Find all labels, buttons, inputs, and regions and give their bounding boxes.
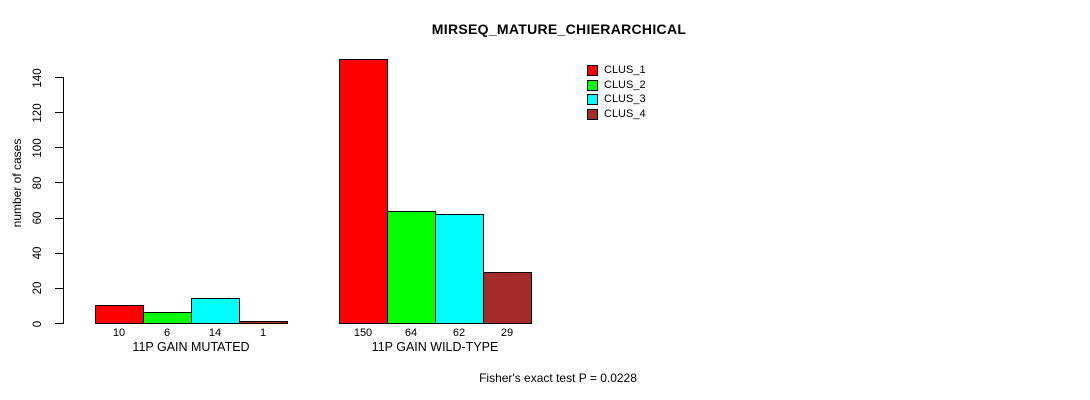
bar-clus_1-mutated — [95, 305, 144, 324]
y-axis-tick-label: 80 — [32, 176, 44, 190]
bar-clus_3-mutated — [191, 298, 240, 324]
legend-label-clus_4: CLUS_4 — [604, 107, 646, 120]
y-axis-tick-label: 0 — [32, 320, 44, 327]
legend-label-clus_1: CLUS_1 — [604, 64, 646, 76]
y-axis-tick-label: 40 — [32, 246, 44, 260]
y-axis-tick — [55, 252, 63, 254]
y-axis-tick-label: 100 — [32, 138, 44, 158]
legend-label-clus_3: CLUS_3 — [604, 93, 646, 105]
legend-swatch-clus_2 — [587, 79, 598, 91]
legend-swatch-clus_4 — [587, 108, 598, 120]
group-label: 11P GAIN MUTATED — [132, 340, 250, 354]
y-axis-tick-label: 120 — [32, 103, 44, 123]
bar-value-label: 14 — [208, 327, 222, 339]
bar-value-label: 10 — [112, 327, 126, 339]
bar-clus_4-mutated — [239, 321, 288, 324]
y-axis-tick-label: 140 — [32, 67, 44, 88]
bar-clus_2-wildtype — [387, 210, 436, 324]
bar-clus_4-wildtype — [483, 272, 532, 324]
y-axis-tick — [55, 217, 63, 219]
legend-swatch-clus_3 — [587, 94, 598, 105]
y-axis-tick-label: 60 — [32, 211, 44, 225]
y-axis-title: number of cases — [10, 138, 24, 228]
y-axis-line — [63, 77, 64, 324]
bar-clus_3-wildtype — [435, 214, 484, 324]
y-axis-tick — [55, 112, 63, 114]
bar-clus_2-mutated — [143, 312, 192, 324]
y-axis-tick-label: 20 — [32, 281, 44, 295]
y-axis-tick — [55, 77, 63, 78]
y-axis-tick — [55, 182, 63, 184]
fisher-test-annotation: Fisher's exact test P = 0.0228 — [479, 371, 637, 385]
bar-value-label: 64 — [404, 327, 418, 339]
y-axis-tick — [55, 287, 63, 289]
legend-label-clus_2: CLUS_2 — [604, 78, 646, 91]
bar-value-label: 1 — [259, 327, 267, 339]
chart-title: MIRSEQ_MATURE_CHIERARCHICAL — [431, 21, 687, 37]
bar-value-label: 6 — [163, 327, 171, 339]
legend-swatch-clus_1 — [587, 65, 598, 76]
group-label: 11P GAIN WILD-TYPE — [371, 340, 499, 354]
bar-value-label: 150 — [353, 327, 373, 339]
bar-value-label: 62 — [452, 327, 466, 339]
y-axis-tick — [55, 147, 63, 149]
y-axis-tick — [55, 323, 63, 324]
bar-value-label: 29 — [500, 327, 514, 339]
bar-clus_1-wildtype — [339, 59, 388, 324]
